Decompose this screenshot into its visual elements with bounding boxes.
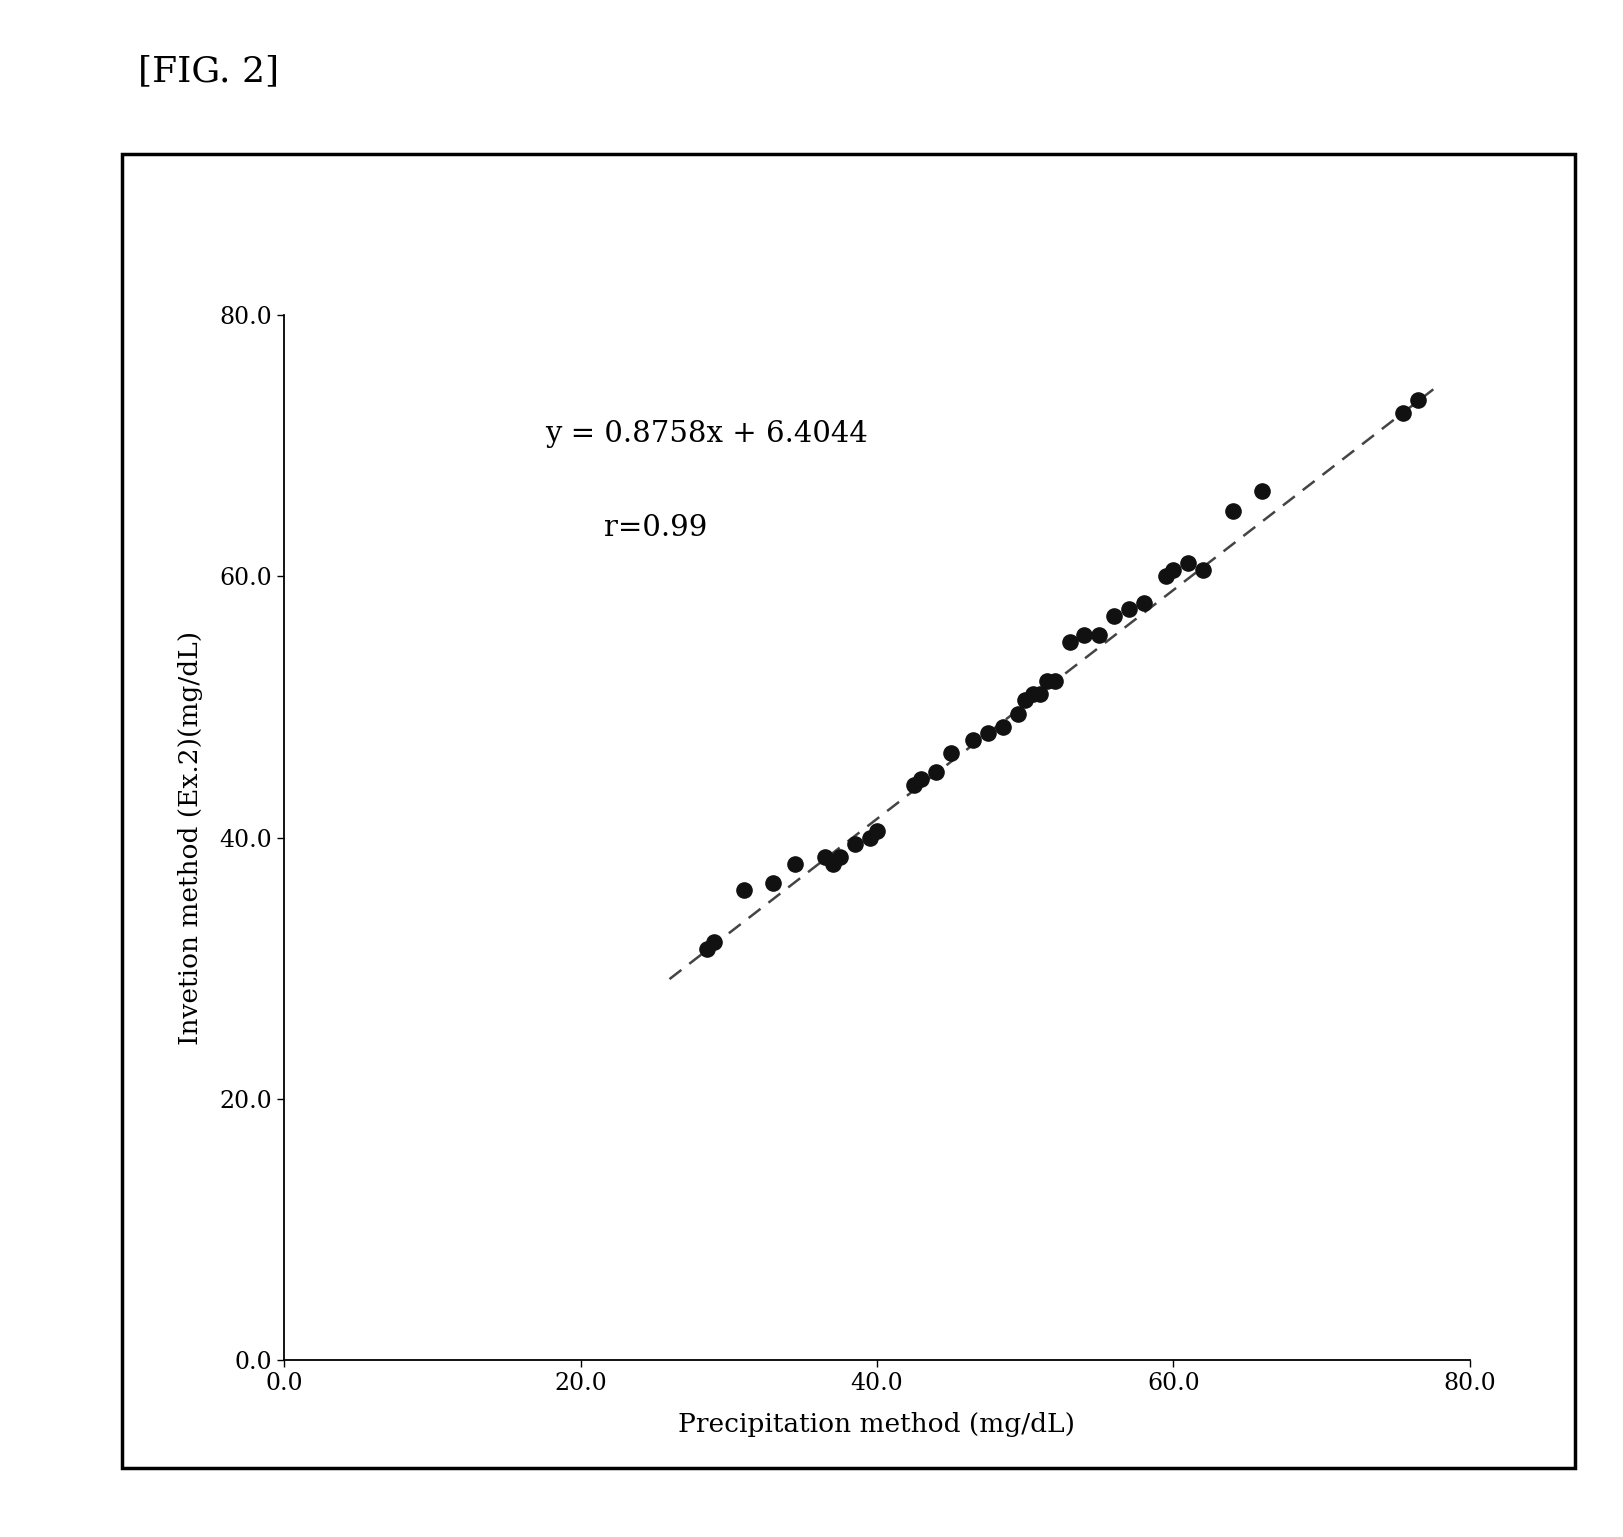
Text: [FIG. 2]: [FIG. 2]	[138, 54, 279, 88]
FancyBboxPatch shape	[122, 154, 1574, 1468]
Point	[863, 819, 889, 844]
Point	[1219, 500, 1245, 524]
Point	[1130, 590, 1156, 615]
Point	[974, 721, 1000, 745]
Point	[990, 715, 1016, 739]
Point	[1057, 630, 1083, 655]
Point	[938, 741, 964, 765]
Point	[730, 878, 756, 902]
Point	[1042, 669, 1068, 693]
Y-axis label: Invetion method (Ex.2)(mg/dL): Invetion method (Ex.2)(mg/dL)	[179, 630, 203, 1045]
Point	[782, 851, 808, 876]
Point	[1071, 622, 1097, 647]
Point	[959, 727, 985, 752]
X-axis label: Precipitation method (mg/dL): Precipitation method (mg/dL)	[678, 1411, 1074, 1437]
Point	[820, 851, 846, 876]
Point	[841, 832, 867, 856]
Point	[1404, 387, 1430, 412]
Point	[1160, 558, 1186, 583]
Text: y = 0.8758x + 6.4044: y = 0.8758x + 6.4044	[545, 420, 867, 447]
Point	[1175, 550, 1201, 575]
Point	[1005, 701, 1031, 725]
Point	[1190, 558, 1216, 583]
Point	[826, 845, 852, 870]
Point	[1034, 669, 1060, 693]
Point	[1115, 596, 1141, 621]
Point	[760, 871, 786, 896]
Point	[1248, 480, 1274, 504]
Point	[1019, 682, 1045, 707]
Point	[701, 930, 727, 954]
Point	[1026, 682, 1052, 707]
Point	[1011, 689, 1037, 713]
Point	[1086, 622, 1112, 647]
Point	[812, 845, 837, 870]
Point	[855, 825, 881, 850]
Point	[901, 773, 927, 798]
Text: r=0.99: r=0.99	[604, 513, 708, 541]
Point	[1100, 603, 1126, 627]
Point	[907, 767, 933, 792]
Point	[1389, 401, 1415, 426]
Point	[923, 761, 949, 784]
Point	[1152, 564, 1178, 589]
Point	[693, 936, 719, 961]
